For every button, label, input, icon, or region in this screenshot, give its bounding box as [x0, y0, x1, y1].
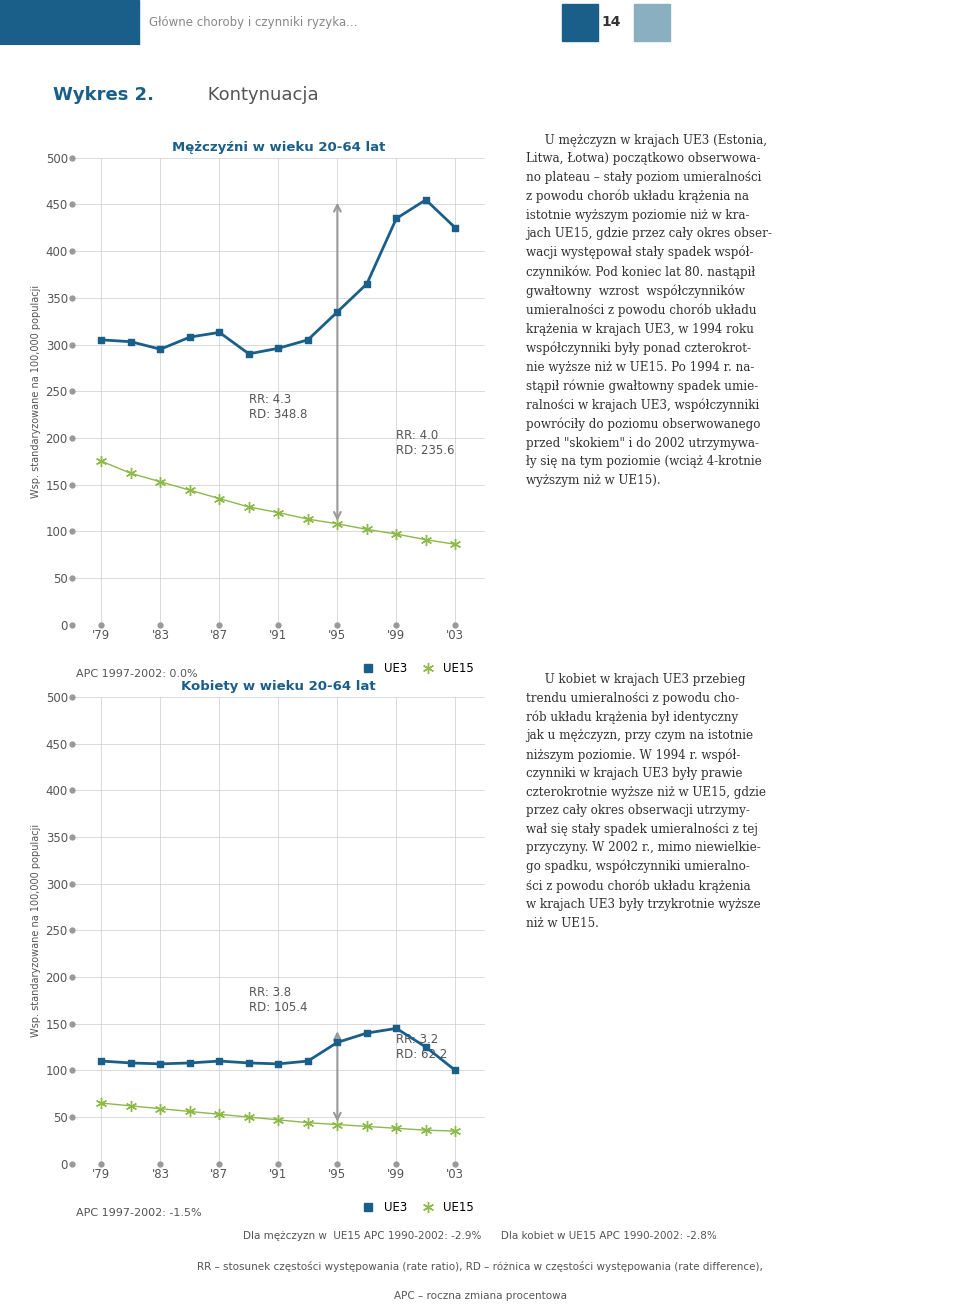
Point [153, 1053, 168, 1074]
Point [123, 331, 138, 352]
Point [419, 1036, 434, 1057]
Text: APC 1997-2002: 0.0%: APC 1997-2002: 0.0% [76, 669, 198, 679]
Text: APC 1997-2002: -1.5%: APC 1997-2002: -1.5% [76, 1208, 202, 1218]
Text: 14: 14 [602, 16, 621, 29]
Text: RR: 4.0
RD: 235.6: RR: 4.0 RD: 235.6 [396, 429, 455, 456]
Point [153, 339, 168, 360]
Text: Wykres 2.: Wykres 2. [53, 85, 154, 104]
Bar [562, 4, 598, 41]
Title: Kobiety w wieku 20-64 lat: Kobiety w wieku 20-64 lat [181, 680, 375, 693]
Point [419, 189, 434, 210]
Point [271, 338, 286, 359]
Bar [634, 4, 670, 41]
Text: RR: 3.8
RD: 105.4: RR: 3.8 RD: 105.4 [249, 986, 307, 1014]
Text: Dla mężczyzn w  UE15 APC 1990-2002: -2.9%      Dla kobiet w UE15 APC 1990-2002: : Dla mężczyzn w UE15 APC 1990-2002: -2.9%… [243, 1231, 717, 1241]
Text: RR: 4.3
RD: 348.8: RR: 4.3 RD: 348.8 [249, 393, 307, 421]
Text: Kontynuacja: Kontynuacja [202, 85, 318, 104]
Point [212, 1051, 228, 1072]
Point [389, 208, 404, 229]
Point [94, 329, 109, 350]
Text: APC – roczna zmiana procentowa: APC – roczna zmiana procentowa [394, 1291, 566, 1301]
Point [359, 274, 374, 295]
Y-axis label: Wsp. standaryzowane na 100,000 populacji: Wsp. standaryzowane na 100,000 populacji [32, 284, 41, 498]
Point [182, 1052, 198, 1073]
Point [123, 1052, 138, 1073]
Legend: UE3, UE15: UE3, UE15 [351, 1197, 479, 1219]
Point [300, 1051, 316, 1072]
Point [389, 1018, 404, 1039]
Point [329, 301, 345, 322]
Point [447, 1060, 463, 1081]
Point [329, 1032, 345, 1053]
Text: RR: 3.2
RD: 62.2: RR: 3.2 RD: 62.2 [396, 1034, 447, 1061]
Y-axis label: Wsp. standaryzowane na 100,000 populacji: Wsp. standaryzowane na 100,000 populacji [32, 823, 41, 1038]
Point [300, 329, 316, 350]
Point [94, 1051, 109, 1072]
Text: U kobiet w krajach UE3 przebieg
trendu umieralności z powodu cho-
rób układu krą: U kobiet w krajach UE3 przebieg trendu u… [526, 673, 766, 930]
Title: Mężczyźni w wieku 20-64 lat: Mężczyźni w wieku 20-64 lat [172, 141, 385, 154]
Text: RR – stosunek częstości występowania (rate ratio), RD – różnica w częstości wyst: RR – stosunek częstości występowania (ra… [197, 1261, 763, 1272]
Point [241, 1052, 256, 1073]
Bar [0, 0, 139, 45]
Point [271, 1053, 286, 1074]
Text: U mężczyzn w krajach UE3 (Estonia,
Litwa, Łotwa) początkowo obserwowa-
no platea: U mężczyzn w krajach UE3 (Estonia, Litwa… [526, 134, 772, 487]
Point [212, 322, 228, 343]
Text: Główne choroby i czynniki ryzyka...: Główne choroby i czynniki ryzyka... [149, 16, 357, 29]
Point [182, 326, 198, 347]
Legend: UE3, UE15: UE3, UE15 [351, 658, 479, 680]
Point [241, 343, 256, 364]
Point [359, 1023, 374, 1044]
Point [447, 217, 463, 238]
